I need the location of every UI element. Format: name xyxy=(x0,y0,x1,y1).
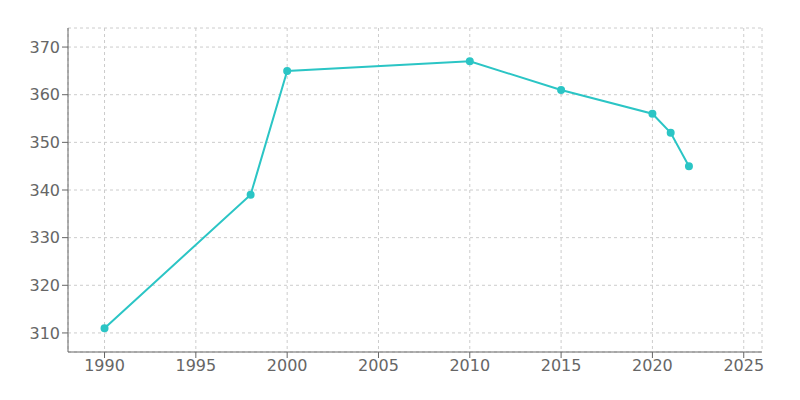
svg-text:2015: 2015 xyxy=(541,356,582,375)
svg-text:2020: 2020 xyxy=(632,356,673,375)
svg-text:320: 320 xyxy=(29,276,60,295)
svg-text:310: 310 xyxy=(29,324,60,343)
svg-text:2025: 2025 xyxy=(723,356,764,375)
svg-text:360: 360 xyxy=(29,85,60,104)
svg-text:1995: 1995 xyxy=(175,356,216,375)
svg-text:1990: 1990 xyxy=(84,356,125,375)
svg-text:2010: 2010 xyxy=(449,356,490,375)
svg-text:350: 350 xyxy=(29,133,60,152)
svg-text:370: 370 xyxy=(29,38,60,57)
svg-text:2000: 2000 xyxy=(267,356,308,375)
svg-text:340: 340 xyxy=(29,181,60,200)
svg-text:2005: 2005 xyxy=(358,356,399,375)
svg-text:330: 330 xyxy=(29,228,60,247)
